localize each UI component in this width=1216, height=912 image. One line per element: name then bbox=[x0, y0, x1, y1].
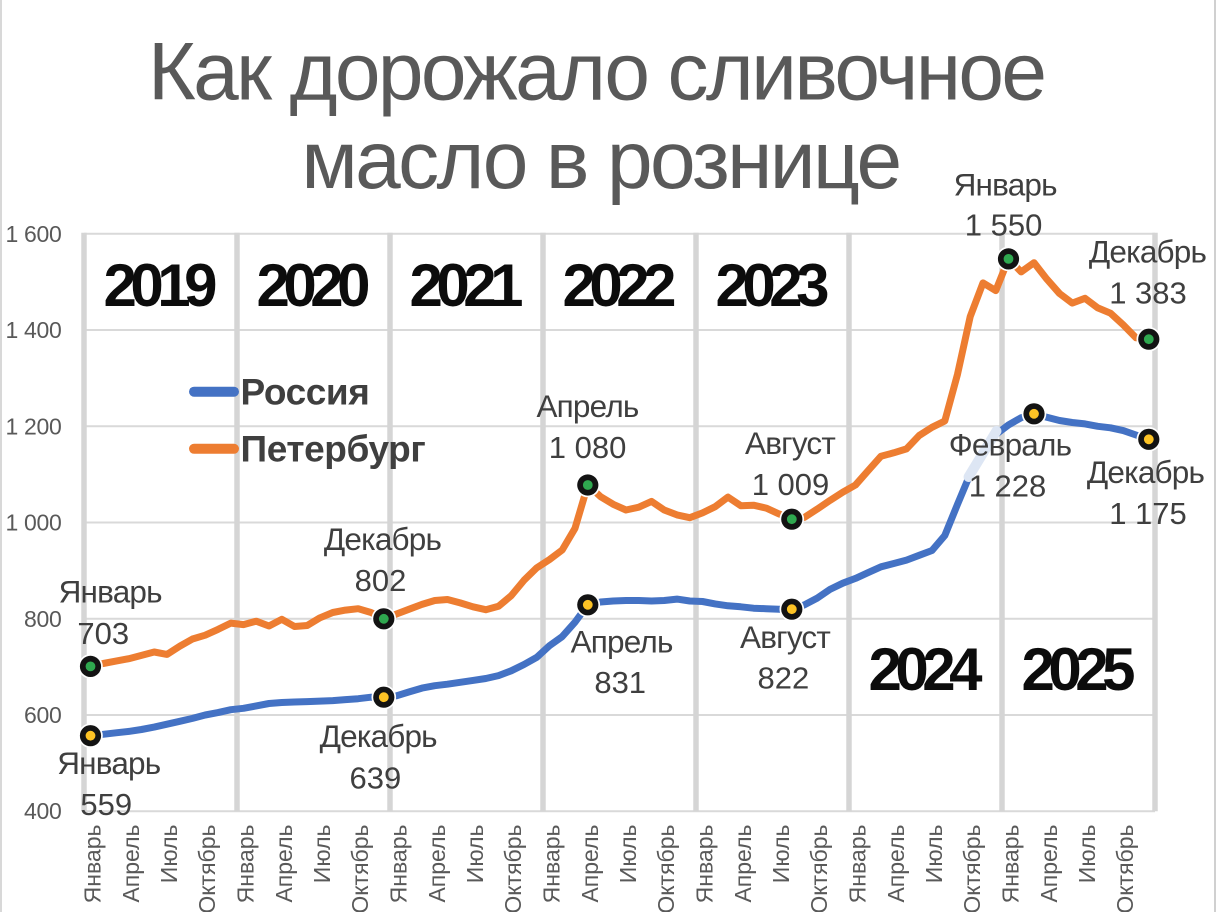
svg-text:1 175: 1 175 bbox=[1109, 496, 1187, 531]
svg-text:Петербург: Петербург bbox=[241, 429, 426, 470]
svg-text:2020: 2020 bbox=[257, 252, 369, 319]
svg-text:Июль: Июль bbox=[615, 824, 641, 883]
svg-text:2019: 2019 bbox=[104, 252, 217, 319]
svg-text:Январь: Январь bbox=[998, 824, 1024, 903]
svg-text:1 228: 1 228 bbox=[969, 469, 1047, 504]
svg-text:Январь: Январь bbox=[539, 824, 565, 903]
svg-text:703: 703 bbox=[77, 616, 129, 651]
svg-text:Январь: Январь bbox=[80, 824, 106, 903]
svg-text:Январь: Январь bbox=[57, 745, 161, 781]
svg-text:Июль: Июль bbox=[156, 824, 182, 883]
svg-text:Как дорожало сливочное: Как дорожало сливочное bbox=[148, 26, 1045, 117]
svg-text:2022: 2022 bbox=[563, 252, 675, 319]
svg-text:2023: 2023 bbox=[716, 252, 829, 319]
svg-text:1 000: 1 000 bbox=[5, 510, 61, 536]
svg-text:Декабрь: Декабрь bbox=[320, 718, 438, 754]
svg-text:Апрель: Апрель bbox=[271, 824, 297, 902]
svg-text:1 383: 1 383 bbox=[1109, 276, 1187, 311]
svg-text:Россия: Россия bbox=[241, 371, 370, 412]
svg-text:Декабрь: Декабрь bbox=[324, 521, 442, 557]
svg-text:Январь: Январь bbox=[386, 824, 412, 903]
svg-text:600: 600 bbox=[24, 702, 61, 728]
svg-text:Август: Август bbox=[745, 425, 835, 461]
svg-text:Июль: Июль bbox=[309, 824, 335, 883]
svg-text:1 080: 1 080 bbox=[549, 430, 627, 465]
svg-text:Январь: Январь bbox=[233, 824, 259, 903]
svg-text:Октябрь: Октябрь bbox=[806, 824, 832, 912]
svg-text:400: 400 bbox=[24, 798, 61, 824]
svg-text:Апрель: Апрель bbox=[118, 824, 144, 902]
svg-text:Апрель: Апрель bbox=[424, 824, 450, 902]
svg-text:2025: 2025 bbox=[1022, 636, 1135, 703]
svg-text:Декабрь: Декабрь bbox=[1089, 234, 1207, 270]
svg-text:Апрель: Апрель bbox=[730, 824, 756, 902]
svg-text:1 200: 1 200 bbox=[5, 413, 61, 439]
svg-text:Октябрь: Октябрь bbox=[959, 824, 985, 912]
svg-text:Октябрь: Октябрь bbox=[194, 824, 220, 912]
svg-text:1 400: 1 400 bbox=[5, 317, 61, 343]
svg-text:Январь: Январь bbox=[954, 167, 1058, 203]
svg-text:Октябрь: Октябрь bbox=[347, 824, 373, 912]
svg-text:Октябрь: Октябрь bbox=[500, 824, 526, 912]
svg-text:Январь: Январь bbox=[692, 824, 718, 903]
svg-text:Апрель: Апрель bbox=[571, 623, 673, 659]
svg-text:639: 639 bbox=[350, 761, 402, 796]
svg-text:Июль: Июль bbox=[462, 824, 488, 883]
svg-text:Апрель: Апрель bbox=[883, 824, 909, 902]
svg-text:1 600: 1 600 bbox=[5, 221, 61, 247]
svg-text:822: 822 bbox=[758, 660, 810, 695]
svg-text:831: 831 bbox=[594, 665, 646, 700]
svg-text:Июль: Июль bbox=[921, 824, 947, 883]
svg-text:Апрель: Апрель bbox=[536, 388, 638, 424]
svg-text:масло в рознице: масло в рознице bbox=[301, 115, 899, 206]
svg-text:Октябрь: Октябрь bbox=[653, 824, 679, 912]
svg-text:Июль: Июль bbox=[1074, 824, 1100, 883]
svg-text:Декабрь: Декабрь bbox=[1087, 454, 1205, 490]
svg-text:Февраль: Февраль bbox=[949, 427, 1072, 463]
svg-text:Январь: Январь bbox=[845, 824, 871, 903]
svg-text:Октябрь: Октябрь bbox=[1112, 824, 1138, 912]
svg-text:800: 800 bbox=[24, 606, 61, 632]
svg-text:Январь: Январь bbox=[59, 574, 163, 610]
svg-text:1 009: 1 009 bbox=[752, 467, 830, 502]
svg-text:1 550: 1 550 bbox=[965, 208, 1043, 243]
svg-text:Апрель: Апрель bbox=[1036, 824, 1062, 902]
svg-text:Апрель: Апрель bbox=[577, 824, 603, 902]
svg-text:2021: 2021 bbox=[410, 252, 523, 319]
svg-text:Август: Август bbox=[740, 619, 830, 655]
svg-text:2024: 2024 bbox=[869, 636, 984, 703]
svg-text:559: 559 bbox=[80, 787, 132, 822]
svg-text:Июль: Июль bbox=[768, 824, 794, 883]
svg-text:802: 802 bbox=[355, 563, 407, 598]
